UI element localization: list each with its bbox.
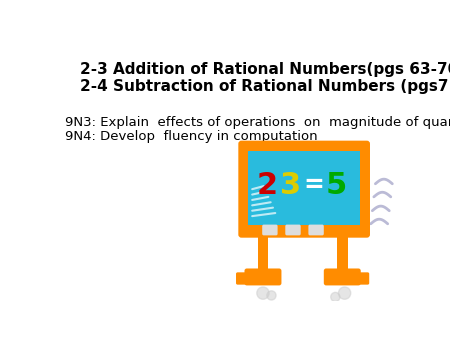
FancyBboxPatch shape bbox=[236, 272, 253, 285]
FancyBboxPatch shape bbox=[241, 224, 367, 232]
FancyBboxPatch shape bbox=[352, 272, 369, 285]
Circle shape bbox=[338, 287, 351, 299]
FancyBboxPatch shape bbox=[257, 224, 268, 274]
Text: =: = bbox=[303, 173, 324, 197]
FancyBboxPatch shape bbox=[324, 268, 361, 285]
Text: 9N4: Develop  fluency in computation: 9N4: Develop fluency in computation bbox=[65, 130, 318, 143]
Circle shape bbox=[331, 292, 340, 301]
FancyBboxPatch shape bbox=[238, 141, 370, 238]
FancyBboxPatch shape bbox=[308, 224, 324, 235]
Circle shape bbox=[257, 287, 269, 299]
Text: 9N3: Explain  effects of operations  on  magnitude of quantities: 9N3: Explain effects of operations on ma… bbox=[65, 116, 450, 129]
Text: 5: 5 bbox=[326, 171, 347, 200]
Text: 3: 3 bbox=[280, 171, 301, 200]
FancyBboxPatch shape bbox=[285, 224, 301, 235]
FancyBboxPatch shape bbox=[337, 224, 348, 274]
Text: 2-3 Addition of Rational Numbers(pgs 63-70): 2-3 Addition of Rational Numbers(pgs 63-… bbox=[81, 62, 450, 77]
FancyBboxPatch shape bbox=[244, 268, 281, 285]
Circle shape bbox=[267, 291, 276, 300]
FancyBboxPatch shape bbox=[248, 151, 360, 228]
Text: 2-4 Subtraction of Rational Numbers (pgs71-76): 2-4 Subtraction of Rational Numbers (pgs… bbox=[81, 79, 450, 94]
Text: 2: 2 bbox=[256, 171, 278, 200]
FancyBboxPatch shape bbox=[262, 224, 278, 235]
